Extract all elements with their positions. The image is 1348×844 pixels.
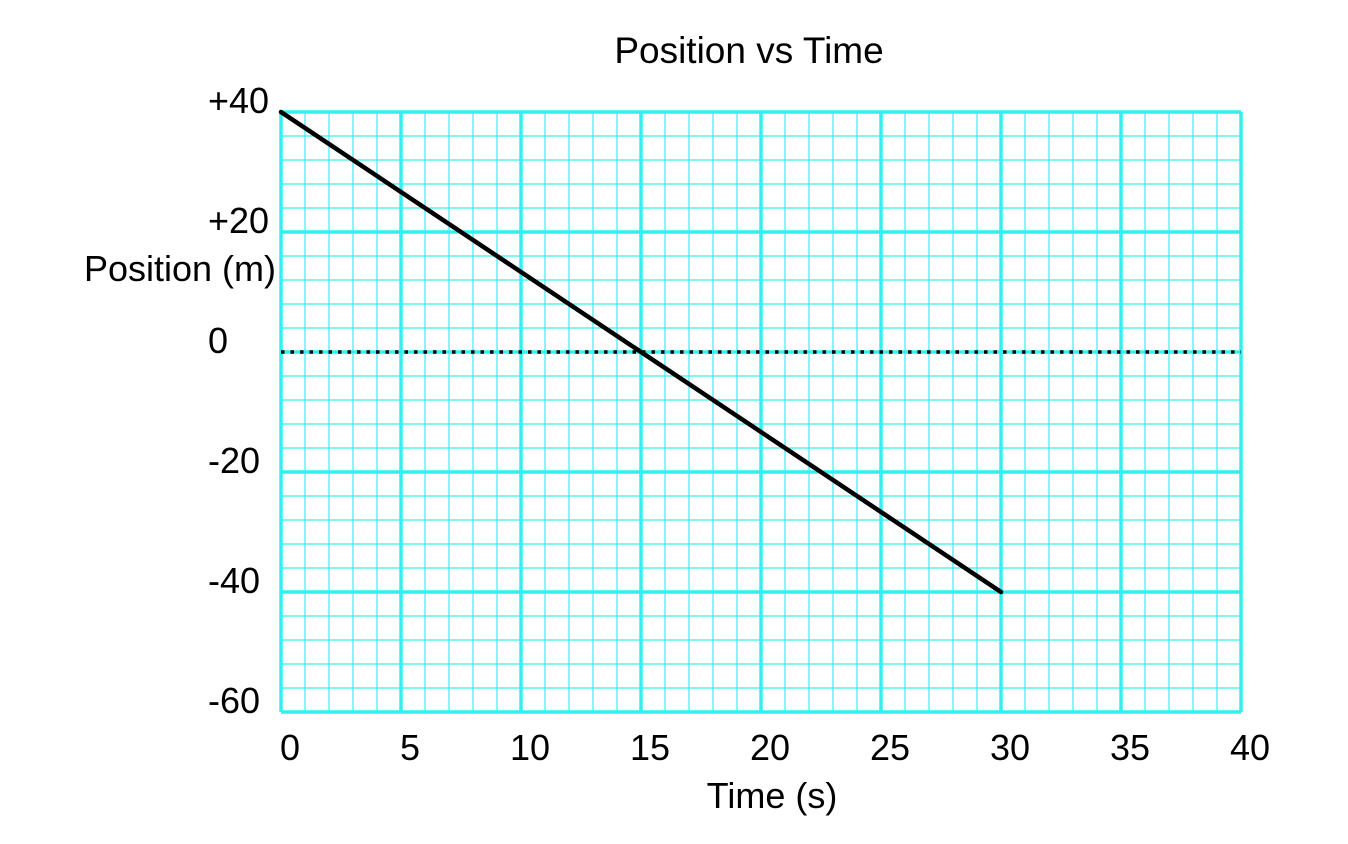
x-tick-label: 0 (280, 727, 300, 768)
y-tick-label: +20 (208, 200, 269, 241)
x-tick-label: 5 (400, 727, 420, 768)
x-tick-label: 25 (870, 727, 910, 768)
chart-title: Position vs Time (614, 30, 883, 71)
x-axis-label: Time (s) (707, 775, 838, 816)
position-series-line (278, 109, 1004, 595)
x-tick-label: 10 (510, 727, 550, 768)
x-tick-label: 30 (990, 727, 1030, 768)
y-tick-label: -60 (208, 680, 260, 721)
y-tick-label: -40 (208, 560, 260, 601)
x-tick-label: 15 (630, 727, 670, 768)
x-tick-labels: 0 5 10 15 20 25 30 35 40 (280, 727, 1270, 768)
y-tick-label: +40 (208, 80, 269, 121)
y-axis-label: Position (m) (84, 248, 276, 289)
y-tick-labels: +40 +20 0 -20 -40 -60 (208, 80, 269, 721)
x-tick-label: 20 (750, 727, 790, 768)
data-series (278, 109, 1004, 595)
x-tick-label: 40 (1230, 727, 1270, 768)
y-tick-label: -20 (208, 440, 260, 481)
grid (279, 110, 1243, 714)
y-tick-label: 0 (208, 320, 228, 361)
x-tick-label: 35 (1110, 727, 1150, 768)
